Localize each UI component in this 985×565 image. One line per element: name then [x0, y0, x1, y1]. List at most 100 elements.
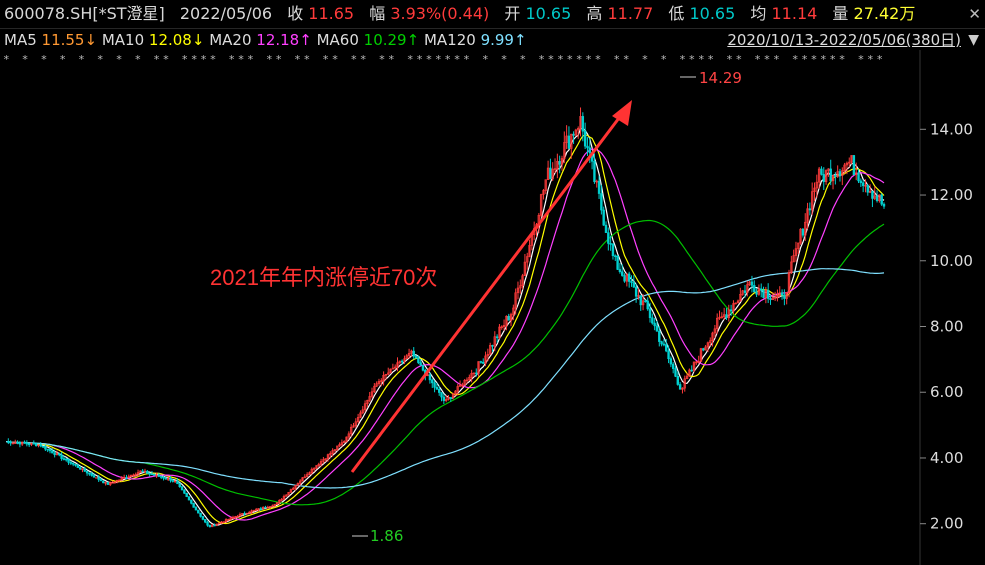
- candle-body: [521, 275, 524, 286]
- candle-body: [104, 482, 107, 484]
- candle-body: [400, 360, 404, 363]
- candle-body: [139, 470, 142, 473]
- candle-body: [382, 374, 385, 381]
- candle-body: [176, 480, 179, 485]
- candle-body: [716, 317, 719, 330]
- candle-body: [243, 512, 246, 515]
- avg-label: 均: [750, 4, 767, 23]
- candle-body: [827, 168, 830, 171]
- candle-body: [197, 509, 200, 514]
- candle-body: [236, 515, 239, 518]
- candle-body: [162, 476, 165, 479]
- candle-body: [600, 193, 603, 211]
- candle-body: [324, 458, 327, 460]
- candle-body: [95, 476, 98, 479]
- candle-body: [539, 194, 543, 216]
- change-label: 幅: [369, 4, 386, 23]
- candle-body: [340, 442, 344, 445]
- candle-body: [109, 482, 112, 485]
- candle-body: [766, 290, 770, 299]
- ma20-value: 12.18↑: [256, 31, 312, 49]
- candle-body: [804, 221, 807, 236]
- candle-body: [859, 180, 863, 184]
- candle-body: [542, 190, 545, 195]
- candle-body: [604, 224, 608, 233]
- ma-indicator-bar: MA5 11.55↓ MA10 12.08↓ MA20 12.18↑ MA60 …: [0, 28, 985, 50]
- candle-body: [333, 449, 337, 451]
- candle-body: [85, 470, 89, 474]
- candle-body: [414, 355, 418, 358]
- candle-body: [579, 116, 582, 129]
- candle-body: [132, 474, 135, 477]
- candle-body: [299, 480, 302, 484]
- candle-body: [204, 519, 207, 523]
- candle-body: [477, 361, 480, 374]
- candle-body: [704, 346, 707, 351]
- close-value: 11.65: [308, 4, 355, 23]
- candle-body: [83, 468, 86, 472]
- candle-body: [697, 361, 700, 363]
- candle-body: [238, 514, 242, 517]
- candle-body: [345, 436, 348, 442]
- ma5-label: MA5: [4, 31, 37, 49]
- ma120-value: 9.99↑: [480, 31, 527, 49]
- candle-body: [732, 303, 735, 311]
- price-tick-label: 10.00: [930, 252, 973, 270]
- candle-body: [106, 482, 110, 485]
- candle-body: [289, 489, 293, 493]
- candle-body: [250, 510, 253, 513]
- candle-body: [210, 524, 214, 528]
- annotation-text: 2021年年内涨停近70次: [210, 265, 437, 290]
- low-value: 10.65: [689, 4, 736, 23]
- candle-body: [671, 363, 675, 370]
- candle-body: [465, 379, 469, 382]
- candle-body: [753, 285, 756, 293]
- candle-body: [597, 180, 601, 194]
- candle-body: [387, 372, 390, 375]
- kline-chart[interactable]: * * * * * * * * ** **** *** ** ** ** ** …: [0, 50, 985, 565]
- date-range-link[interactable]: 2020/10/13-2022/05/06(380日): [727, 31, 961, 49]
- candle-body: [92, 475, 96, 478]
- candle-body: [403, 358, 406, 362]
- candle-body: [488, 345, 492, 355]
- candle-body: [655, 325, 659, 332]
- candle-body: [245, 512, 249, 515]
- candle-body: [741, 290, 744, 295]
- candle-body: [398, 360, 402, 364]
- candle-body: [53, 452, 56, 456]
- candle-body: [602, 209, 605, 226]
- candle-body: [866, 185, 869, 193]
- triangle-down-icon[interactable]: ▼: [968, 32, 979, 48]
- candle-body: [81, 468, 84, 470]
- candle-body: [285, 494, 288, 497]
- candle-body: [725, 314, 728, 319]
- candle-body: [692, 361, 696, 371]
- candle-body: [792, 255, 795, 263]
- candle-body: [46, 448, 49, 451]
- candle-body: [319, 461, 323, 465]
- candle-body: [58, 453, 61, 456]
- candle-body: [166, 478, 170, 480]
- candle-body: [366, 399, 369, 405]
- candle-body: [194, 507, 198, 511]
- candle-body: [683, 378, 686, 389]
- candle-body: [343, 440, 346, 443]
- candle-body: [669, 358, 673, 365]
- candle-body: [127, 476, 130, 478]
- candle-body: [651, 317, 654, 324]
- candle-body: [706, 342, 710, 348]
- candle-body: [303, 476, 307, 479]
- quote-date: 2022/05/06: [179, 4, 273, 23]
- ma20-line: [6, 148, 885, 521]
- price-tick-label: 2.00: [930, 515, 963, 533]
- candle-body: [217, 522, 221, 525]
- candle-body: [326, 454, 330, 459]
- close-icon[interactable]: ✕: [968, 5, 981, 23]
- candle-body: [222, 521, 225, 523]
- close-label: 收: [287, 4, 304, 23]
- candle-body: [567, 135, 571, 149]
- ma20-label: MA20: [209, 31, 252, 49]
- open-value: 10.65: [525, 4, 572, 23]
- candle-body: [78, 467, 82, 470]
- candle-body: [317, 464, 320, 466]
